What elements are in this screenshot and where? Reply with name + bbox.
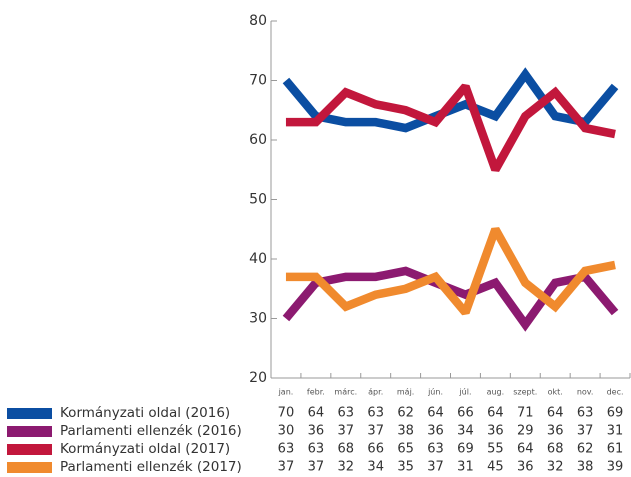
x-tick-label: okt. bbox=[548, 388, 563, 397]
table-value: 64 bbox=[547, 406, 564, 421]
x-tick-label: jan. bbox=[278, 388, 294, 397]
table-value: 32 bbox=[338, 460, 355, 475]
table-value: 64 bbox=[487, 406, 504, 421]
table-value: 61 bbox=[607, 442, 624, 457]
x-tick-label: jún. bbox=[427, 388, 443, 397]
y-tick-label: 60 bbox=[249, 132, 267, 148]
x-tick-label: febr. bbox=[307, 388, 325, 397]
y-tick-label: 40 bbox=[249, 251, 267, 267]
legend-label: Kormányzati oldal (2016) bbox=[60, 405, 230, 421]
x-tick-label: szept. bbox=[513, 388, 537, 397]
x-tick-label: dec. bbox=[607, 388, 624, 397]
table-value: 37 bbox=[338, 424, 355, 439]
table-value: 63 bbox=[338, 406, 355, 421]
legend-label: Parlamenti ellenzék (2017) bbox=[60, 459, 242, 475]
legend-swatch bbox=[7, 408, 52, 419]
x-tick-label: ápr. bbox=[368, 388, 383, 397]
table-value: 70 bbox=[278, 406, 295, 421]
table-value: 31 bbox=[457, 460, 474, 475]
y-tick-label: 80 bbox=[249, 13, 267, 29]
table-value: 37 bbox=[278, 460, 295, 475]
table-value: 36 bbox=[517, 460, 534, 475]
table-value: 69 bbox=[457, 442, 474, 457]
x-tick-label: márc. bbox=[334, 388, 357, 397]
table-value: 68 bbox=[338, 442, 355, 457]
table-value: 71 bbox=[517, 406, 534, 421]
table-value: 38 bbox=[577, 460, 594, 475]
table-value: 64 bbox=[308, 406, 325, 421]
table-value: 69 bbox=[607, 406, 624, 421]
table-value: 30 bbox=[278, 424, 295, 439]
table-value: 34 bbox=[367, 460, 384, 475]
x-tick-label: nov. bbox=[577, 388, 594, 397]
table-value: 62 bbox=[577, 442, 594, 457]
table-value: 65 bbox=[397, 442, 414, 457]
table-value: 68 bbox=[547, 442, 564, 457]
x-tick-label: júl. bbox=[458, 388, 471, 397]
y-tick-label: 30 bbox=[249, 311, 267, 327]
legend-swatch bbox=[7, 426, 52, 437]
table-value: 64 bbox=[517, 442, 534, 457]
table-value: 45 bbox=[487, 460, 504, 475]
table-value: 37 bbox=[367, 424, 384, 439]
y-tick-label: 70 bbox=[249, 73, 267, 89]
table-value: 39 bbox=[607, 460, 624, 475]
table-value: 37 bbox=[577, 424, 594, 439]
table-value: 62 bbox=[397, 406, 414, 421]
table-value: 63 bbox=[308, 442, 325, 457]
legend-swatch bbox=[7, 444, 52, 455]
table-value: 36 bbox=[427, 424, 444, 439]
table-value: 66 bbox=[367, 442, 384, 457]
table-value: 36 bbox=[308, 424, 325, 439]
table-value: 63 bbox=[427, 442, 444, 457]
table-value: 36 bbox=[487, 424, 504, 439]
legend-label: Kormányzati oldal (2017) bbox=[60, 441, 230, 457]
table-value: 35 bbox=[397, 460, 414, 475]
y-tick-label: 50 bbox=[249, 192, 267, 208]
table-value: 64 bbox=[427, 406, 444, 421]
table-value: 37 bbox=[308, 460, 325, 475]
table-value: 29 bbox=[517, 424, 534, 439]
x-tick-label: máj. bbox=[397, 388, 414, 397]
x-tick-label: aug. bbox=[487, 388, 505, 397]
table-value: 37 bbox=[427, 460, 444, 475]
legend-label: Parlamenti ellenzék (2016) bbox=[60, 423, 242, 439]
table-value: 31 bbox=[607, 424, 624, 439]
table-value: 32 bbox=[547, 460, 564, 475]
table-value: 63 bbox=[278, 442, 295, 457]
legend-swatch bbox=[7, 462, 52, 473]
series-line bbox=[285, 83, 616, 172]
series-line bbox=[285, 227, 616, 316]
table-value: 36 bbox=[547, 424, 564, 439]
table-value: 55 bbox=[487, 442, 504, 457]
table-value: 63 bbox=[577, 406, 594, 421]
table-value: 38 bbox=[397, 424, 414, 439]
y-tick-label: 20 bbox=[249, 370, 267, 386]
table-value: 66 bbox=[457, 406, 474, 421]
table-value: 63 bbox=[367, 406, 384, 421]
table-value: 34 bbox=[457, 424, 474, 439]
